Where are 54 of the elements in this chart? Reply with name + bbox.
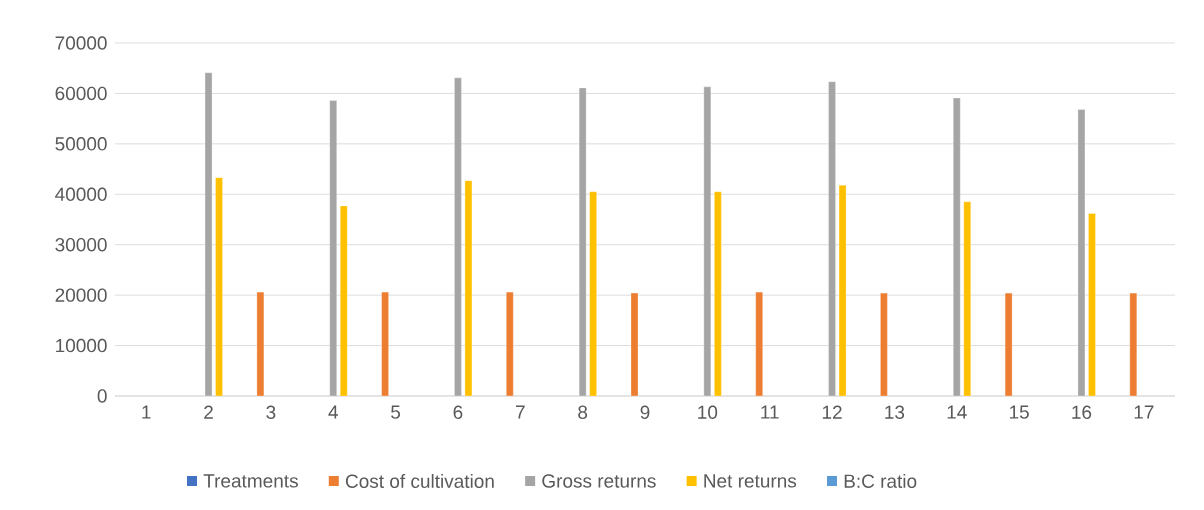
x-tick-label: 13 <box>885 405 905 419</box>
y-tick-label: 20000 <box>55 288 107 302</box>
x-tick-label: 16 <box>1072 405 1092 419</box>
bar <box>953 97 961 397</box>
y-tick-label: 10000 <box>56 338 107 353</box>
bar <box>714 191 722 397</box>
y-tick-label: 70000 <box>55 36 107 50</box>
bar <box>963 201 971 397</box>
bar <box>630 292 639 397</box>
legend-label: B:C ratio <box>844 474 917 488</box>
x-tick-label: 12 <box>822 405 842 419</box>
x-tick-label: 9 <box>640 405 650 419</box>
x-tick-label: 8 <box>578 405 588 419</box>
y-tick-label: 30000 <box>55 237 107 252</box>
bar <box>329 100 337 397</box>
x-tick-label: 3 <box>266 405 276 419</box>
bar <box>755 291 763 397</box>
bar <box>215 177 223 397</box>
x-tick-label: 6 <box>453 405 463 419</box>
bar <box>1004 292 1013 397</box>
y-tick-label: 60000 <box>55 86 107 101</box>
x-tick-label: 7 <box>515 405 525 419</box>
y-tick-label: 50000 <box>55 137 107 151</box>
x-tick-label: 14 <box>947 405 967 419</box>
bar <box>828 81 836 397</box>
x-tick-label: 5 <box>391 405 401 419</box>
x-tick-label: 15 <box>1009 405 1029 419</box>
legend-label: Treatments <box>203 474 298 488</box>
legend-label: Net returns <box>704 474 797 488</box>
bar <box>1088 213 1096 397</box>
x-tick-label: 11 <box>761 405 779 419</box>
x-tick-label: 17 <box>1134 405 1154 419</box>
bar <box>838 185 847 397</box>
bar <box>454 77 462 397</box>
bar <box>880 292 888 397</box>
bar <box>204 72 213 397</box>
bar <box>1129 292 1137 397</box>
x-tick-label: 10 <box>698 405 718 419</box>
y-tick-label: 0 <box>97 389 107 403</box>
bar <box>506 291 514 397</box>
x-tick-label: 2 <box>204 405 213 419</box>
legend-label: Cost of cultivation <box>345 474 494 488</box>
bar <box>579 87 587 397</box>
bar <box>256 291 265 397</box>
x-tick-label: 1 <box>142 405 151 419</box>
bar <box>703 86 711 397</box>
legend-label: Gross returns <box>542 474 656 488</box>
x-tick-label: 4 <box>328 405 338 419</box>
bar <box>381 291 389 397</box>
y-tick-label: 40000 <box>55 187 107 202</box>
bar <box>340 205 348 397</box>
bar <box>1077 109 1086 397</box>
bar <box>464 180 473 397</box>
bar <box>589 191 597 397</box>
